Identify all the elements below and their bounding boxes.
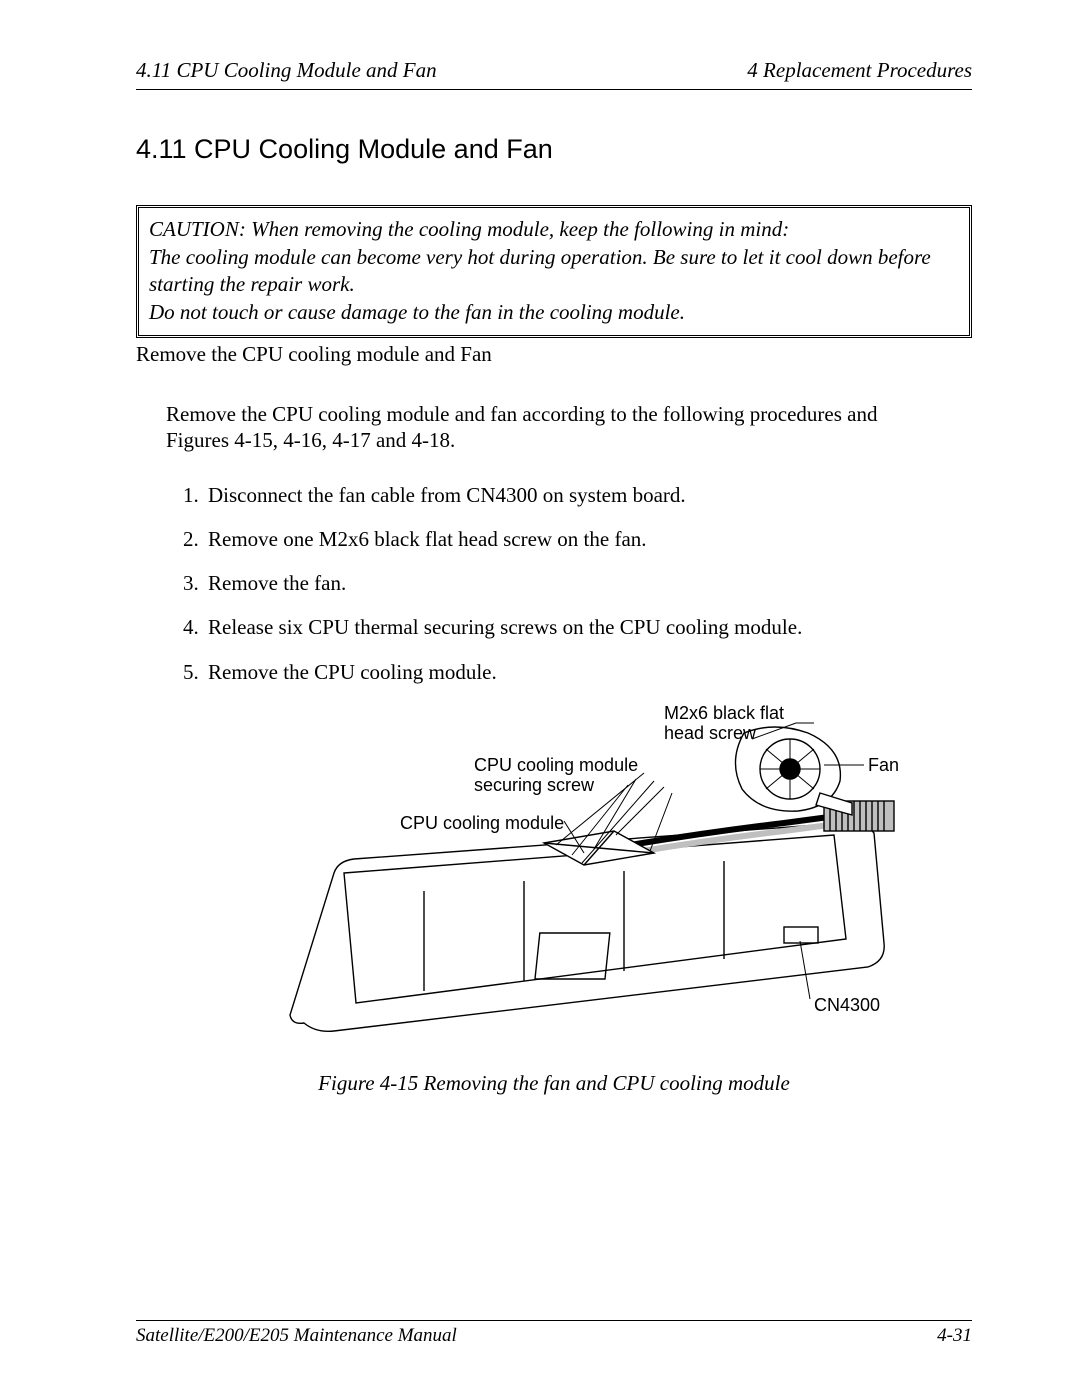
footer-right: 4-31 (937, 1325, 972, 1347)
step-item: Remove the fan. (204, 570, 972, 596)
step-item: Release six CPU thermal securing screws … (204, 614, 972, 640)
page: 4.11 CPU Cooling Module and Fan 4 Replac… (0, 0, 1080, 1397)
caution-line-3: Do not touch or cause damage to the fan … (149, 299, 959, 325)
figure: M2x6 black flat head screw CPU cooling m… (184, 703, 924, 1063)
step-item: Remove the CPU cooling module. (204, 659, 972, 685)
caution-line-1: CAUTION: When removing the cooling modul… (149, 216, 959, 242)
header-right: 4 Replacement Procedures (747, 58, 972, 83)
intro-paragraph: Remove the CPU cooling module and fan ac… (166, 401, 926, 454)
footer-left: Satellite/E200/E205 Maintenance Manual (136, 1325, 457, 1347)
step-item: Remove one M2x6 black flat head screw on… (204, 526, 972, 552)
label-module: CPU cooling module (400, 813, 564, 834)
running-header: 4.11 CPU Cooling Module and Fan 4 Replac… (136, 58, 972, 90)
label-connector: CN4300 (814, 995, 880, 1016)
label-screw-b: head screw (664, 723, 756, 744)
label-securing-b: securing screw (474, 775, 594, 796)
section-heading: 4.11 CPU Cooling Module and Fan (136, 134, 972, 165)
page-footer: Satellite/E200/E205 Maintenance Manual 4… (136, 1320, 972, 1347)
label-securing-a: CPU cooling module (474, 755, 638, 776)
caution-line-2: The cooling module can become very hot d… (149, 244, 959, 297)
label-fan: Fan (868, 755, 899, 776)
step-item: Disconnect the fan cable from CN4300 on … (204, 482, 972, 508)
figure-caption: Figure 4-15 Removing the fan and CPU coo… (136, 1071, 972, 1096)
caution-box: CAUTION: When removing the cooling modul… (136, 205, 972, 338)
sub-heading: Remove the CPU cooling module and Fan (136, 342, 972, 367)
header-left: 4.11 CPU Cooling Module and Fan (136, 58, 437, 83)
step-list: Disconnect the fan cable from CN4300 on … (204, 482, 972, 685)
label-screw-a: M2x6 black flat (664, 703, 784, 724)
